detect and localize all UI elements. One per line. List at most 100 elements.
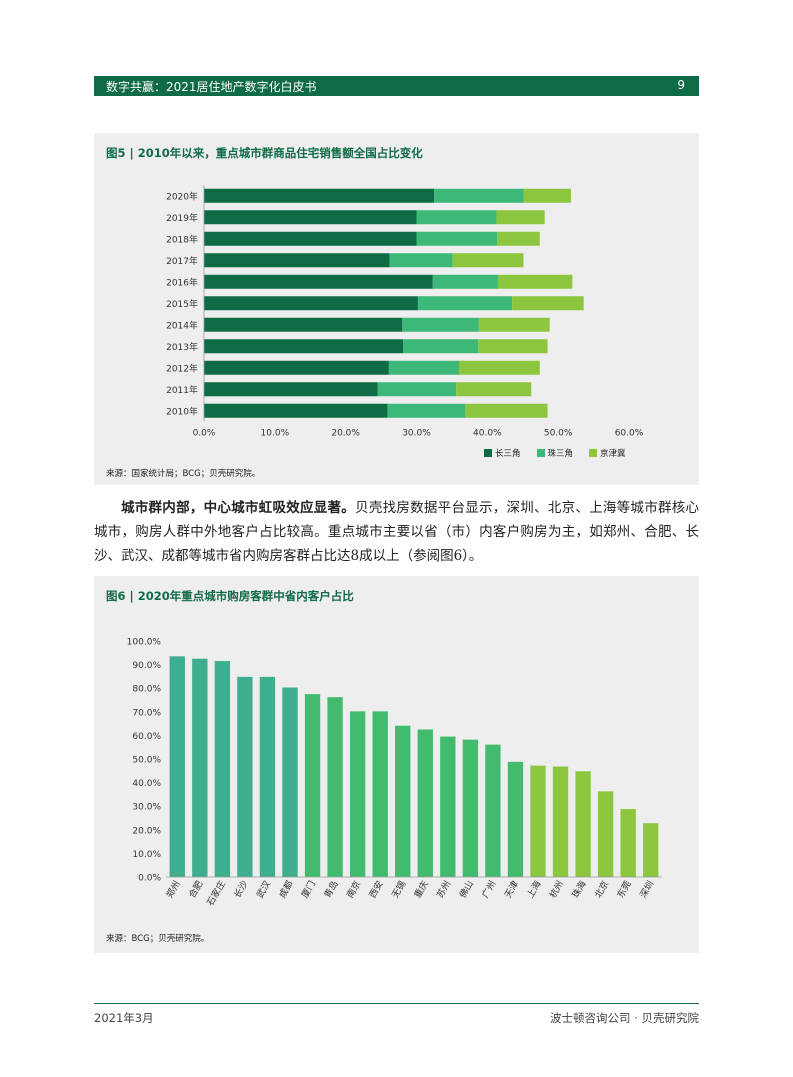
x-tick-label: 南京 [344,879,363,901]
y-tick-label: 0.0% [138,874,161,884]
header-bar: 数字共赢：2021居住地产数字化白皮书 9 [94,76,699,96]
bar [575,771,591,877]
bar [643,823,659,877]
bar-segment [204,231,417,246]
y-tick-label: 10.0% [132,850,161,860]
bar [304,694,321,877]
bar-segment [512,296,584,311]
bar-segment [403,339,479,354]
bar-segment [497,231,540,246]
x-tick-label: 10.0% [261,429,290,439]
bar-segment [204,210,417,225]
x-tick-label: 20.0% [331,429,360,439]
bar [395,725,411,877]
y-tick-label: 2014年 [166,319,198,331]
bar-segment [434,188,524,203]
bar-segment [478,339,548,354]
bar-segment [465,403,548,418]
bar [597,791,614,877]
bar [485,744,501,877]
legend-item-changsanjiao: 长三角 [484,447,521,459]
bar-segment [416,231,498,246]
bar-segment [432,274,498,289]
bar [192,658,208,877]
legend-item-jingjinji: 京津冀 [589,447,626,459]
bar-segment [389,253,453,268]
bar-segment [204,382,378,397]
x-tick-label: 40.0% [473,429,502,439]
bar [530,765,546,877]
page-number: 9 [677,78,685,92]
y-tick-label: 2016年 [166,276,198,288]
legend-label: 京津冀 [600,449,626,459]
y-tick-label: 70.0% [132,708,161,718]
bar-segment [523,188,571,203]
y-tick-label: 60.0% [132,732,161,742]
x-tick-label: 0.0% [193,429,216,439]
bar-segment [387,403,466,418]
bar [237,676,253,877]
body-bold-lead: 城市群内部，中心城市虹吸效应显著。 [121,500,356,516]
x-tick-label: 30.0% [402,429,431,439]
bar-segment [402,317,479,332]
body-text: 贝壳找房数据平台显示，深圳、北京、上海等城市群核心城市，购房人群中外地客户占比较… [94,500,700,564]
bar [169,656,185,877]
x-tick-label: 佛山 [457,879,476,901]
y-tick-label: 2012年 [166,362,198,374]
bar [282,687,298,877]
x-tick-label: 60.0% [615,429,644,439]
y-tick-label: 2017年 [166,255,198,267]
bar [372,711,388,877]
x-tick-label: 无锡 [390,879,409,900]
bar [440,736,456,877]
x-tick-label: 合肥 [186,879,205,901]
bar-segment [388,360,459,375]
bar [552,766,569,877]
x-tick-label: 长沙 [231,879,250,901]
legend-label: 珠三角 [547,449,574,459]
y-tick-label: 40.0% [132,779,161,789]
bar-segment [459,360,540,375]
y-tick-label: 2015年 [166,298,198,310]
footer-publisher: 波士顿咨询公司 · 贝壳研究院 [550,1011,699,1025]
x-tick-label: 杭州 [547,879,566,901]
x-tick-label: 东莞 [614,879,633,901]
x-tick-label: 天津 [503,879,522,900]
y-tick-label: 2020年 [166,190,198,202]
x-tick-label: 成都 [276,879,295,901]
y-tick-label: 2013年 [166,341,198,353]
bar-segment [478,317,550,332]
legend-swatch-icon [589,449,598,457]
figure5-legend: 长三角 珠三角 京津冀 [484,447,626,459]
y-tick-label: 2011年 [166,384,198,396]
figure6-source: 来源：BCG；贝壳研究院。 [106,934,210,944]
bar [349,711,366,877]
bar [620,809,636,877]
bar [327,697,343,877]
x-tick-label: 北京 [592,879,611,901]
bar-segment [204,253,390,268]
document-title: 数字共赢：2021居住地产数字化白皮书 [106,80,317,94]
bar-segment [204,360,389,375]
bar-segment [204,339,404,354]
bar-segment [416,210,497,225]
y-tick-label: 2010年 [166,405,198,417]
bar [259,676,276,877]
legend-swatch-icon [536,449,545,457]
bar [417,729,433,877]
figure5-title: 图5 | 2010年以来，重点城市群商品住宅销售额全国占比变化 [106,146,423,160]
x-tick-label: 青岛 [321,879,340,901]
bar-segment [456,382,532,397]
y-tick-label: 2019年 [166,212,198,224]
legend-item-zhusanjiao: 珠三角 [536,447,574,459]
figure6-panel: 图6 | 2020年重点城市购房客群中省内客户占比 100.0% 90.0% 80.… [94,576,699,953]
bar-segment [204,188,435,203]
y-tick-label: 20.0% [132,826,161,836]
y-tick-label: 2018年 [166,233,198,245]
figure5-panel: 图5 | 2010年以来，重点城市群商品住宅销售额全国占比变化 2020年 201… [94,133,699,485]
y-tick-label: 50.0% [132,756,161,766]
footer-divider [94,1003,699,1004]
figure5-source: 来源：国家统计局；BCG；贝壳研究院。 [106,469,261,479]
x-tick-label: 上海 [524,879,543,901]
bar-segment [496,210,545,225]
